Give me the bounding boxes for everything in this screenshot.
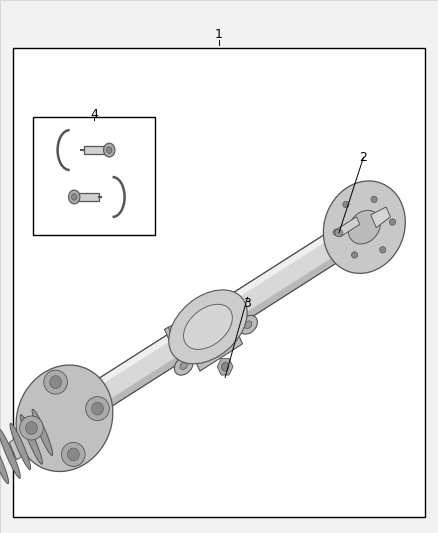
Polygon shape bbox=[345, 220, 367, 246]
Polygon shape bbox=[77, 222, 356, 421]
Ellipse shape bbox=[389, 219, 396, 225]
Polygon shape bbox=[77, 223, 346, 399]
Ellipse shape bbox=[0, 429, 20, 478]
Ellipse shape bbox=[86, 397, 110, 421]
Circle shape bbox=[222, 362, 229, 371]
Polygon shape bbox=[86, 244, 355, 420]
Polygon shape bbox=[165, 312, 213, 369]
Bar bbox=[13, 48, 425, 517]
Ellipse shape bbox=[348, 211, 380, 244]
Text: 4: 4 bbox=[90, 108, 98, 121]
Ellipse shape bbox=[50, 376, 62, 389]
Polygon shape bbox=[84, 146, 109, 155]
Circle shape bbox=[106, 147, 112, 154]
Ellipse shape bbox=[335, 229, 343, 237]
Ellipse shape bbox=[67, 448, 79, 461]
Ellipse shape bbox=[180, 362, 187, 369]
Text: 3: 3 bbox=[244, 297, 251, 310]
Ellipse shape bbox=[333, 229, 339, 236]
Ellipse shape bbox=[20, 416, 43, 440]
Ellipse shape bbox=[25, 422, 37, 434]
Ellipse shape bbox=[174, 357, 193, 375]
Polygon shape bbox=[74, 193, 99, 201]
Ellipse shape bbox=[20, 415, 42, 464]
Text: 2: 2 bbox=[360, 151, 367, 164]
Ellipse shape bbox=[244, 321, 252, 328]
Polygon shape bbox=[9, 411, 62, 459]
Circle shape bbox=[103, 143, 115, 157]
Text: 1: 1 bbox=[215, 28, 223, 41]
Ellipse shape bbox=[169, 290, 247, 364]
Ellipse shape bbox=[32, 409, 53, 456]
Circle shape bbox=[68, 190, 80, 204]
Ellipse shape bbox=[343, 201, 349, 208]
Polygon shape bbox=[189, 319, 243, 371]
Bar bbox=[33, 117, 155, 235]
Polygon shape bbox=[371, 207, 390, 228]
Ellipse shape bbox=[323, 181, 405, 273]
Circle shape bbox=[71, 194, 77, 200]
Ellipse shape bbox=[184, 304, 233, 350]
Ellipse shape bbox=[239, 316, 258, 334]
Ellipse shape bbox=[16, 365, 113, 472]
Ellipse shape bbox=[92, 402, 103, 415]
Ellipse shape bbox=[61, 442, 85, 466]
Ellipse shape bbox=[371, 196, 377, 203]
Ellipse shape bbox=[10, 423, 31, 470]
Ellipse shape bbox=[44, 370, 67, 394]
Polygon shape bbox=[337, 217, 360, 237]
Ellipse shape bbox=[351, 252, 357, 258]
Ellipse shape bbox=[380, 247, 386, 253]
Ellipse shape bbox=[0, 438, 9, 483]
